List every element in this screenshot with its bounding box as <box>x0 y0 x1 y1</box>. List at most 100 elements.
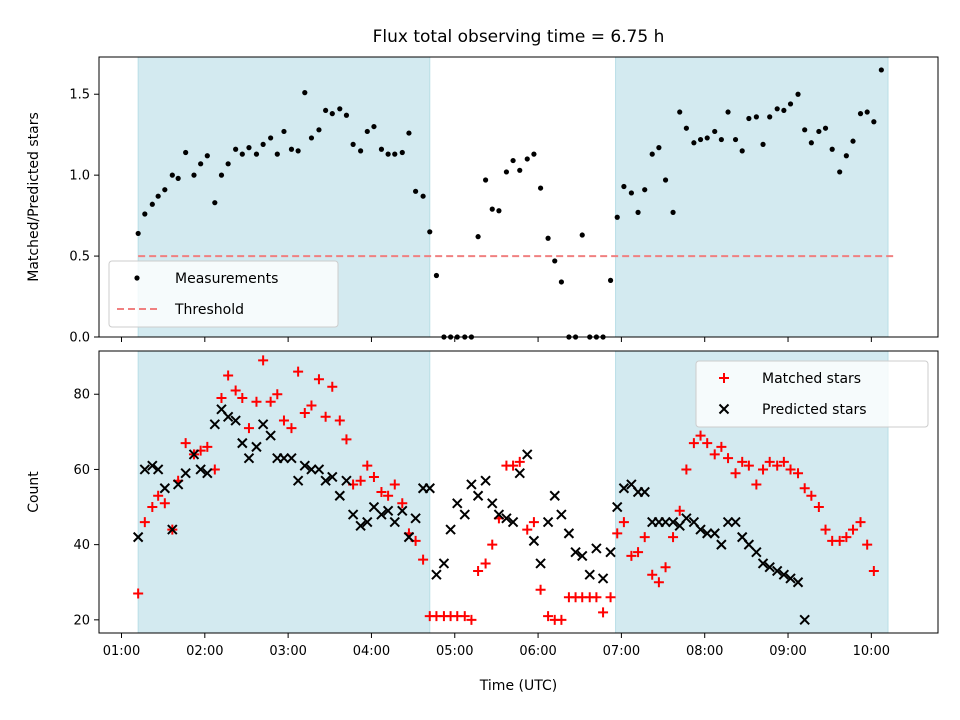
data-point <box>376 509 387 520</box>
data-point <box>337 106 343 112</box>
data-point <box>841 532 852 543</box>
data-point <box>605 592 616 603</box>
x-tick-label: 05:00 <box>436 644 473 659</box>
y-tick-label: 1.0 <box>69 169 90 184</box>
data-point <box>327 471 338 483</box>
data-point <box>688 438 699 449</box>
data-point <box>385 151 391 157</box>
data-point <box>281 128 287 135</box>
y-tick-label: 60 <box>73 463 90 478</box>
data-point <box>180 438 191 449</box>
data-point <box>621 183 627 190</box>
data-point <box>764 561 775 573</box>
data-point <box>306 464 317 475</box>
data-point <box>397 505 408 517</box>
data-point <box>487 498 498 509</box>
data-point <box>347 509 359 520</box>
data-point <box>445 524 456 535</box>
data-point <box>149 201 155 207</box>
legend-box <box>108 260 339 328</box>
data-point <box>691 140 697 146</box>
observing-interval-shade <box>615 56 889 338</box>
data-point <box>198 161 204 167</box>
data-point <box>751 479 762 490</box>
data-point <box>308 135 315 141</box>
data-point <box>438 558 450 569</box>
data-point <box>243 423 254 434</box>
data-point <box>295 148 301 154</box>
data-point <box>510 157 516 164</box>
data-point <box>191 172 197 178</box>
legend-marker <box>718 403 730 415</box>
data-point <box>584 569 595 580</box>
data-point <box>202 441 213 452</box>
legend-label: Measurements <box>175 271 278 287</box>
data-point <box>543 611 554 622</box>
data-point <box>253 151 260 157</box>
data-point <box>501 513 512 524</box>
data-point <box>837 169 843 175</box>
data-point <box>563 528 575 539</box>
data-point <box>542 516 554 528</box>
data-point <box>195 464 206 475</box>
data-point <box>660 562 671 573</box>
axes-frame <box>98 56 939 338</box>
data-point <box>695 430 706 441</box>
data-point <box>392 151 398 157</box>
data-point <box>152 464 164 475</box>
data-point <box>514 467 525 479</box>
data-point <box>677 109 683 115</box>
data-point <box>558 279 565 285</box>
data-point <box>233 146 239 152</box>
data-point <box>503 169 510 175</box>
data-point <box>647 569 658 580</box>
data-point <box>778 456 789 467</box>
data-point <box>656 145 662 151</box>
data-point <box>306 400 317 411</box>
data-point <box>153 490 164 501</box>
data-point <box>316 127 322 133</box>
data-point <box>237 393 248 403</box>
data-point <box>517 167 523 173</box>
axes-frame <box>98 350 939 634</box>
x-tick-label: 06:00 <box>519 644 556 659</box>
data-point <box>813 502 824 513</box>
data-point <box>222 411 234 423</box>
data-point <box>355 475 366 486</box>
data-point <box>537 185 544 191</box>
data-point <box>862 539 873 550</box>
data-point <box>871 119 877 125</box>
data-point <box>864 109 870 115</box>
data-point <box>132 531 144 543</box>
data-point <box>162 187 168 193</box>
legend-marker <box>719 373 729 383</box>
data-point <box>739 148 745 154</box>
data-point <box>639 486 650 498</box>
data-point <box>427 229 433 235</box>
data-point <box>399 149 405 156</box>
data-point <box>834 535 845 546</box>
data-point <box>368 501 380 513</box>
legend-marker <box>134 275 140 281</box>
data-point <box>709 449 720 460</box>
data-point <box>709 528 720 539</box>
data-point <box>716 539 727 550</box>
data-point <box>251 441 262 453</box>
data-point <box>612 501 623 513</box>
data-point <box>278 452 290 464</box>
data-point <box>822 125 829 131</box>
data-point <box>591 543 602 554</box>
data-point <box>639 532 650 543</box>
data-point <box>251 396 262 407</box>
data-point <box>133 588 144 599</box>
data-point <box>843 153 849 159</box>
data-point <box>649 151 655 157</box>
data-point <box>172 479 184 490</box>
data-point <box>857 111 864 117</box>
data-point <box>142 211 148 217</box>
data-point <box>218 172 225 178</box>
y-tick-label: 20 <box>73 613 90 628</box>
legend-box <box>695 360 929 428</box>
data-point <box>697 136 704 143</box>
data-point <box>614 214 620 220</box>
